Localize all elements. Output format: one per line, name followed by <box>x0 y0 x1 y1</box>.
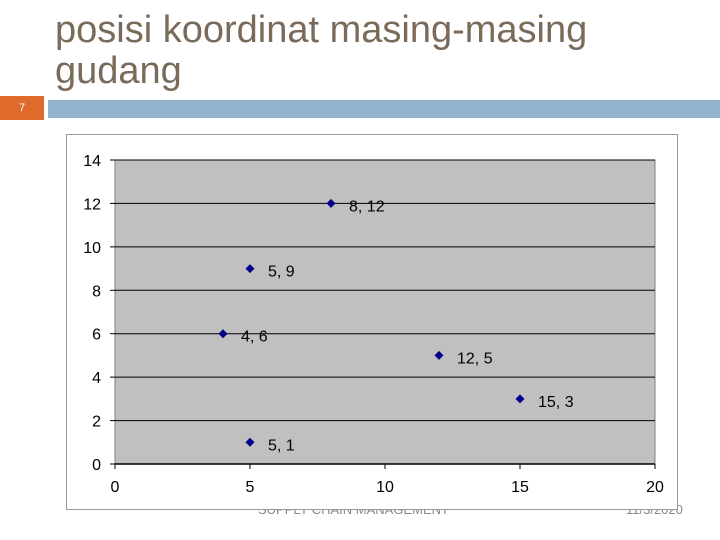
title-rule <box>48 100 720 118</box>
y-tick-label: 12 <box>83 196 101 213</box>
x-axis-ticks: 0 5 10 15 20 <box>111 463 664 496</box>
data-point-marker <box>434 350 444 360</box>
chart-frame: 0 2 4 6 8 10 12 14 0 5 10 15 20 8, 12 5, 9 4, 6 12, 5 1… <box>66 134 678 510</box>
x-tick-label: 0 <box>111 479 120 496</box>
data-point-marker <box>515 394 525 404</box>
slide-number-badge: 7 <box>0 96 44 120</box>
data-point-label: 15, 3 <box>538 394 574 411</box>
data-point-marker <box>326 198 336 208</box>
data-point-label: 5, 9 <box>268 264 295 281</box>
x-tick-label: 15 <box>511 479 529 496</box>
y-tick-label: 6 <box>92 327 101 344</box>
y-tick-label: 0 <box>92 457 101 474</box>
y-tick-label: 4 <box>92 370 101 387</box>
plot-area <box>114 159 656 465</box>
x-tick-label: 5 <box>246 479 255 496</box>
data-point-label: 4, 6 <box>241 329 268 346</box>
data-point-marker <box>245 264 255 274</box>
data-point-label: 5, 1 <box>268 437 295 454</box>
x-tick-label: 20 <box>646 479 664 496</box>
y-tick-label: 10 <box>83 240 101 257</box>
y-tick-label: 2 <box>92 414 101 431</box>
data-labels: 8, 12 5, 9 4, 6 12, 5 15, 3 5, 1 <box>241 198 574 454</box>
slide-number: 7 <box>18 102 26 114</box>
y-tick-label: 14 <box>83 153 101 170</box>
data-point-marker <box>218 329 228 339</box>
data-point-label: 8, 12 <box>349 198 385 215</box>
data-point-marker <box>245 437 255 447</box>
slide-title: posisi koordinat masing-masing gudang <box>55 9 588 92</box>
y-tick-label: 8 <box>92 283 101 300</box>
x-tick-label: 10 <box>376 479 394 496</box>
data-points <box>218 198 525 447</box>
scatter-chart: 0 2 4 6 8 10 12 14 0 5 10 15 20 8, 12 5, 9 4, 6 12, 5 1… <box>83 153 664 496</box>
data-point-label: 12, 5 <box>457 350 493 367</box>
y-axis-ticks: 0 2 4 6 8 10 12 14 <box>83 153 115 474</box>
